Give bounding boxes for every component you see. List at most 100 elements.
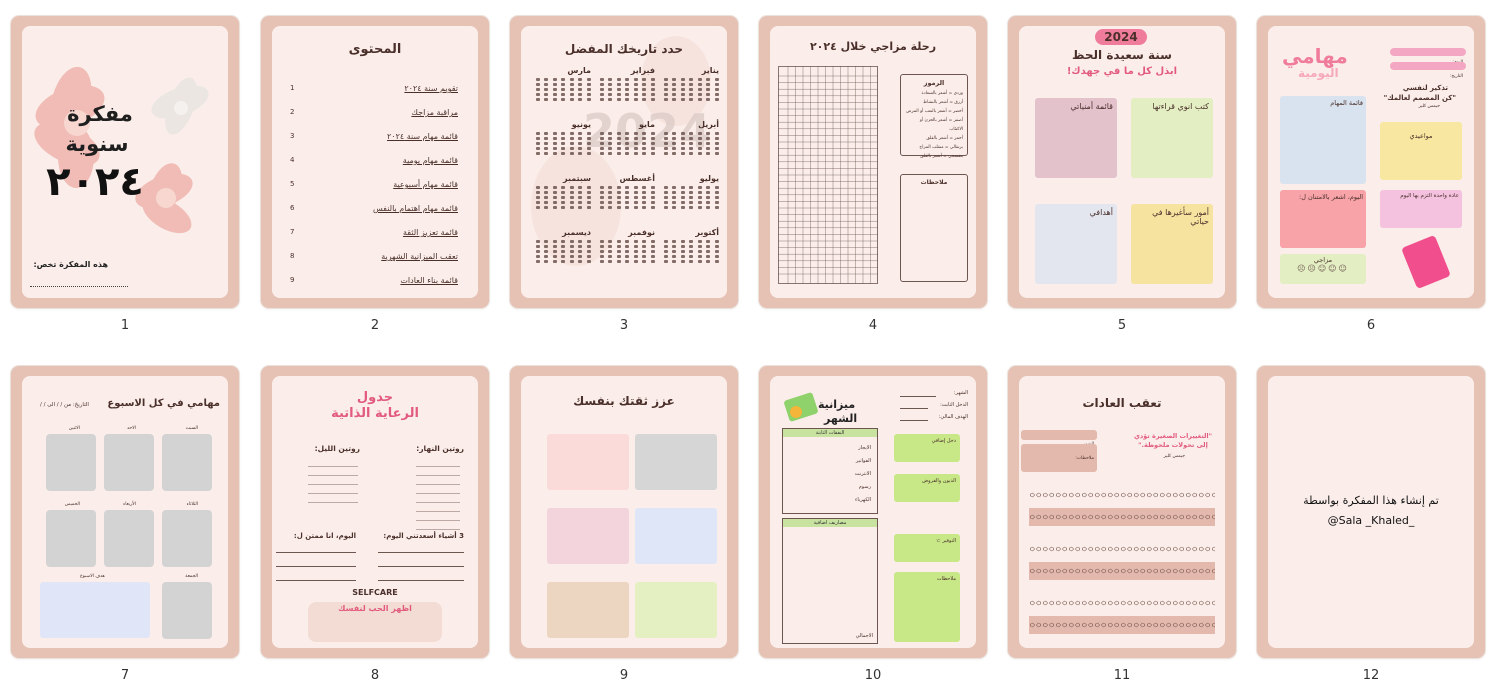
calendar-month[interactable]: مارس — [533, 66, 591, 114]
confidence-box-6 — [547, 582, 629, 638]
month-name: ديسمبر — [562, 228, 591, 237]
calendar-month[interactable]: أكتوبر — [661, 228, 719, 276]
calendar-month[interactable]: فبراير — [597, 66, 655, 114]
page-thumbnail-8[interactable]: جدول الرعاية الذاتية روتين النهار: روتين… — [261, 366, 489, 683]
calendar-month[interactable]: ديسمبر — [533, 228, 591, 276]
page-content: مهامي اليومية اليوم: التاريخ: تذكير لنفس… — [1268, 26, 1474, 298]
month-days-grid[interactable] — [597, 240, 655, 263]
calendar-month[interactable]: أغسطس — [597, 174, 655, 222]
month-days-grid[interactable] — [597, 186, 655, 209]
page-number: 7 — [120, 668, 130, 683]
page-thumbnail-5[interactable]: 2024 سنة سعيدة الحظ ابذل كل ما في جهدك! … — [1008, 16, 1236, 333]
day-label: الاثنين — [68, 426, 80, 431]
habit-notes-field[interactable]: ملاحظات: — [1021, 444, 1097, 472]
day-label: الخميس — [64, 502, 80, 507]
grateful-box: اليوم، اشعر بالامتنان ل: — [1280, 190, 1366, 248]
page-card[interactable]: عزز ثقتك بنفسك — [510, 366, 738, 658]
morning-routine-label: روتين النهار: — [416, 444, 464, 453]
page-card[interactable]: 2024 سنة سعيدة الحظ ابذل كل ما في جهدك! … — [1008, 16, 1236, 308]
page-thumbnail-4[interactable]: رحلة مزاجي خلال ٢٠٢٤ الرموز وردي = أشعر … — [759, 16, 987, 333]
books-box: كتب انوي قراءتها — [1131, 98, 1213, 178]
page-thumbnail-2[interactable]: المحتوى تقويم سنة ٢٠٢٤ 1 مراقبة مزاجك 2 قا… — [261, 16, 489, 333]
page-card[interactable]: 2024 حدد تاريخك المفضل يناير فبراير مارس أب… — [510, 16, 738, 308]
page-card[interactable]: ميزانية الشهر الشهر: الدخل الثابت: الهدف… — [759, 366, 987, 658]
page-thumbnail-10[interactable]: ميزانية الشهر الشهر: الدخل الثابت: الهدف… — [759, 366, 987, 683]
mood-title: رحلة مزاجي خلال ٢٠٢٤ — [809, 40, 937, 53]
calendar-month[interactable]: نوفمبر — [597, 228, 655, 276]
month-days-grid[interactable] — [597, 78, 655, 101]
page-card[interactable]: المحتوى تقويم سنة ٢٠٢٤ 1 مراقبة مزاجك 2 قا… — [261, 16, 489, 308]
habit-day-circles[interactable] — [1029, 568, 1215, 574]
day-box-sun — [104, 434, 154, 491]
page-thumbnail-12[interactable]: تم إنشاء هذا المفكرة بواسطة @Sala _Khale… — [1257, 366, 1485, 683]
habit-day-circles[interactable] — [1029, 546, 1215, 552]
calendar-month[interactable]: سبتمبر — [533, 174, 591, 222]
page-card[interactable]: مفكرة سنوية ٢٠٢٤ هذه المفكرة تخص: — [11, 16, 239, 308]
calendar-month[interactable]: يناير — [661, 66, 719, 114]
month-days-grid[interactable] — [533, 240, 591, 263]
habit-day-circles[interactable] — [1029, 492, 1215, 498]
calendar-month[interactable]: يونيو — [533, 120, 591, 168]
mood-tracker-grid — [778, 66, 878, 284]
month-name: فبراير — [630, 66, 655, 75]
page-thumbnail-1[interactable]: مفكرة سنوية ٢٠٢٤ هذه المفكرة تخص: 1 — [11, 16, 239, 333]
toc-item-3: قائمة مهام سنة ٢٠٢٤ 3 — [290, 132, 458, 141]
page-card[interactable]: تعقب العادات الشهر ملاحظات: "التغييرات ا… — [1008, 366, 1236, 658]
page-card[interactable]: مهامي في كل الاسبوع التاريخ: من / / الى … — [11, 366, 239, 658]
month-name: أغسطس — [619, 174, 655, 183]
credits-line1: تم إنشاء هذا المفكرة بواسطة — [1303, 494, 1439, 507]
month-days-grid[interactable] — [533, 186, 591, 209]
day-box-sat — [162, 434, 212, 491]
month-days-grid[interactable] — [597, 132, 655, 155]
month-days-grid[interactable] — [661, 78, 719, 101]
reminder-label: تذكير لنفسي — [1402, 84, 1448, 92]
month-days-grid[interactable] — [661, 240, 719, 263]
habits-title: تعقب العادات — [1082, 396, 1162, 410]
three-things-label: 3 أشياء أسعدتني اليوم: — [383, 532, 464, 540]
toc-item-5: قائمة مهام أسبوعية 5 — [290, 180, 458, 189]
habit-day-circles[interactable] — [1029, 622, 1215, 628]
page-number: 11 — [1113, 668, 1131, 683]
month-days-grid[interactable] — [533, 132, 591, 155]
selfcare-title-line1: جدول — [356, 390, 394, 405]
month-days-grid[interactable] — [661, 186, 719, 209]
toc-item-9: قائمة بناء العادات 9 — [290, 276, 458, 285]
page-thumbnail-7[interactable]: مهامي في كل الاسبوع التاريخ: من / / الى … — [11, 366, 239, 683]
day-field[interactable]: اليوم: — [1390, 48, 1466, 65]
calendar-month[interactable]: يوليو — [661, 174, 719, 222]
day-box-mon — [46, 434, 96, 491]
page-thumbnail-3[interactable]: 2024 حدد تاريخك المفضل يناير فبراير مارس أب… — [510, 16, 738, 333]
month-name: مارس — [567, 66, 591, 75]
page-thumbnail-11[interactable]: تعقب العادات الشهر ملاحظات: "التغييرات ا… — [1008, 366, 1236, 683]
month-days-grid[interactable] — [533, 78, 591, 101]
page-card[interactable]: رحلة مزاجي خلال ٢٠٢٤ الرموز وردي = أشعر … — [759, 16, 987, 308]
mood-box: مزاجي ☹☹☺☺☺ — [1280, 254, 1366, 284]
date-field[interactable]: التاريخ: — [1390, 62, 1466, 79]
page-thumbnail-9[interactable]: عزز ثقتك بنفسك 9 — [510, 366, 738, 683]
month-name: سبتمبر — [562, 174, 591, 183]
week-goal-label: هدف الاسبوع — [80, 574, 105, 579]
selfcare-title-line2: الرعاية الذاتية — [331, 406, 419, 421]
page-card[interactable]: مهامي اليومية اليوم: التاريخ: تذكير لنفس… — [1257, 16, 1485, 308]
page-content: جدول الرعاية الذاتية روتين النهار: روتين… — [272, 376, 478, 648]
page-card[interactable]: تم إنشاء هذا المفكرة بواسطة @Sala _Khale… — [1257, 366, 1485, 658]
fixed-expenses-rows: الايجار الفواتير الانترنت رسوم الكهرباء — [854, 445, 871, 503]
month-field[interactable]: الشهر — [1021, 430, 1097, 447]
calendar-month[interactable]: مايو — [597, 120, 655, 168]
page-thumbnail-6[interactable]: مهامي اليومية اليوم: التاريخ: تذكير لنفس… — [1257, 16, 1485, 333]
habit-day-circles[interactable] — [1029, 514, 1215, 520]
week-goal-box — [40, 582, 150, 638]
morning-checklist — [416, 460, 460, 530]
page-number: 6 — [1366, 318, 1376, 333]
page-number: 1 — [120, 318, 130, 333]
day-label: الأربعاء — [123, 502, 136, 507]
page-card[interactable]: جدول الرعاية الذاتية روتين النهار: روتين… — [261, 366, 489, 658]
owner-line — [30, 286, 128, 287]
month-days-grid[interactable] — [661, 132, 719, 155]
habit-box: عادة واحدة التزم بها اليوم — [1380, 190, 1462, 228]
calendar-month[interactable]: أبريل — [661, 120, 719, 168]
changes-box: أمور سأغيرها في حياتي — [1131, 204, 1213, 284]
page-content: المحتوى تقويم سنة ٢٠٢٤ 1 مراقبة مزاجك 2 قا… — [272, 26, 478, 298]
grateful-label: اليوم، انا ممتن ل: — [293, 532, 356, 540]
habit-day-circles[interactable] — [1029, 600, 1215, 606]
